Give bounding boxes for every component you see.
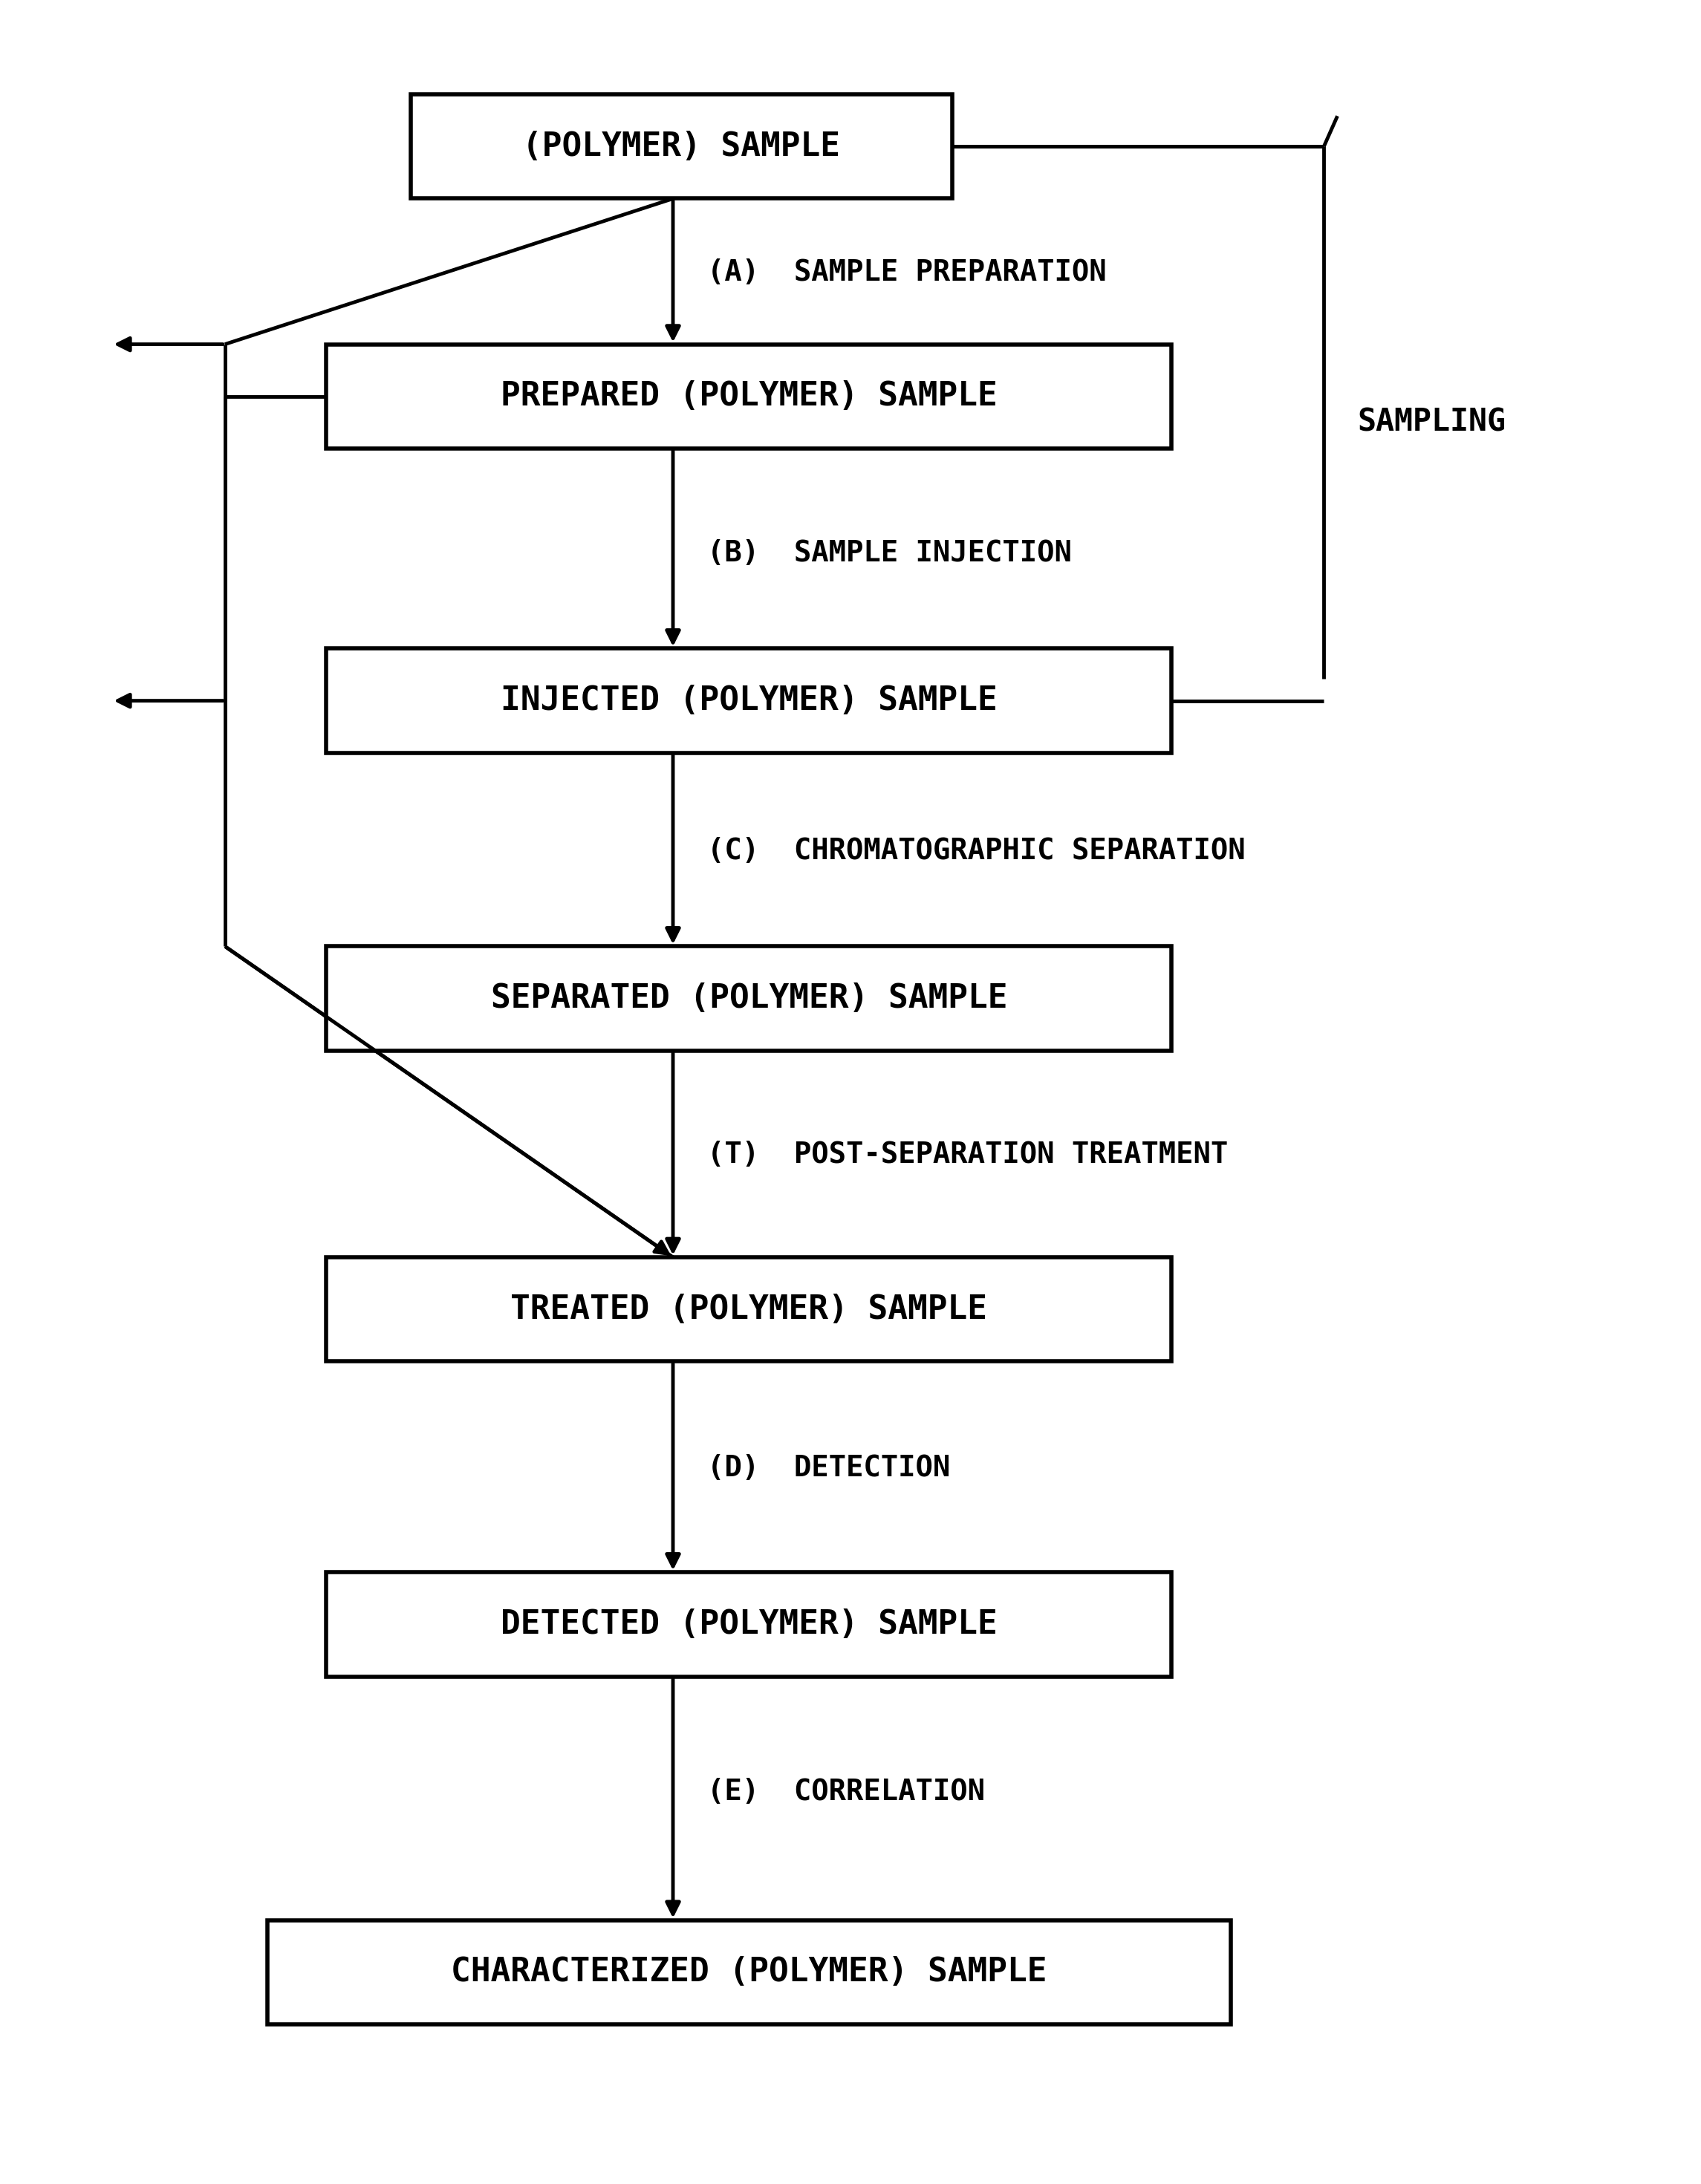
Text: INJECTED (POLYMER) SAMPLE: INJECTED (POLYMER) SAMPLE — [500, 686, 997, 716]
Text: (D)  DETECTION: (D) DETECTION — [708, 1455, 949, 1483]
Text: (T)  POST-SEPARATION TREATMENT: (T) POST-SEPARATION TREATMENT — [708, 1140, 1228, 1168]
Text: CHARACTERIZED (POLYMER) SAMPLE: CHARACTERIZED (POLYMER) SAMPLE — [451, 1957, 1048, 1987]
Bar — [327, 345, 1172, 448]
Text: (E)  CORRELATION: (E) CORRELATION — [708, 1778, 985, 1806]
Bar — [412, 94, 953, 199]
Text: SEPARATED (POLYMER) SAMPLE: SEPARATED (POLYMER) SAMPLE — [492, 983, 1007, 1016]
Text: SAMPLING: SAMPLING — [1357, 406, 1507, 439]
Bar — [327, 946, 1172, 1051]
Text: (B)  SAMPLE INJECTION: (B) SAMPLE INJECTION — [708, 539, 1072, 568]
Text: (A)  SAMPLE PREPARATION: (A) SAMPLE PREPARATION — [708, 258, 1106, 286]
Bar — [327, 649, 1172, 753]
Bar — [267, 1920, 1232, 2025]
Text: (C)  CHROMATOGRAPHIC SEPARATION: (C) CHROMATOGRAPHIC SEPARATION — [708, 836, 1245, 865]
Bar — [327, 1572, 1172, 1677]
Text: DETECTED (POLYMER) SAMPLE: DETECTED (POLYMER) SAMPLE — [500, 1610, 997, 1640]
Text: (POLYMER) SAMPLE: (POLYMER) SAMPLE — [522, 131, 840, 162]
Bar — [327, 1258, 1172, 1361]
Text: PREPARED (POLYMER) SAMPLE: PREPARED (POLYMER) SAMPLE — [500, 380, 997, 413]
Text: TREATED (POLYMER) SAMPLE: TREATED (POLYMER) SAMPLE — [510, 1293, 988, 1326]
